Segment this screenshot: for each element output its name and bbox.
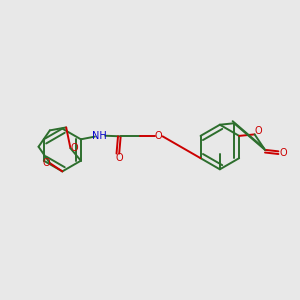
Text: O: O [279, 148, 287, 158]
Text: O: O [70, 143, 78, 153]
Text: O: O [116, 153, 123, 163]
Text: O: O [42, 158, 50, 168]
Text: O: O [155, 131, 163, 141]
Text: O: O [255, 126, 262, 136]
Text: NH: NH [92, 131, 107, 141]
